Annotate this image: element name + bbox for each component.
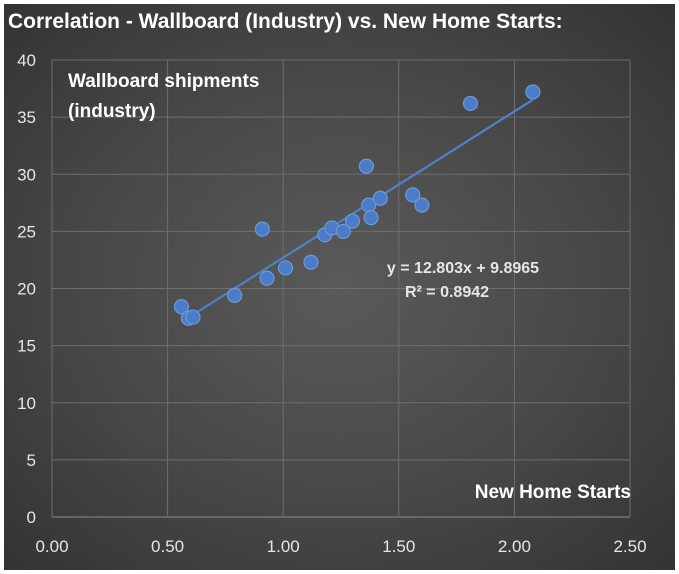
y-axis-label-line-1: Wallboard shipments bbox=[68, 71, 259, 92]
y-tick-label: 0 bbox=[27, 508, 36, 527]
data-point bbox=[254, 221, 270, 237]
y-tick-label: 10 bbox=[17, 394, 36, 413]
data-point bbox=[227, 287, 243, 303]
y-tick-label: 5 bbox=[27, 451, 36, 470]
data-point bbox=[185, 309, 201, 325]
x-tick-label: 2.50 bbox=[613, 537, 646, 556]
data-point bbox=[344, 213, 361, 229]
data-point bbox=[335, 223, 351, 239]
x-tick-label: 1.50 bbox=[382, 537, 415, 556]
trendline-group bbox=[180, 98, 534, 323]
x-axis-ticks: 0.00 0.50 1.00 1.50 2.00 2.50 bbox=[35, 537, 646, 556]
data-point bbox=[173, 299, 190, 315]
y-tick-label: 40 bbox=[17, 51, 36, 70]
trendline bbox=[180, 98, 534, 323]
data-point bbox=[259, 270, 275, 286]
data-point bbox=[363, 210, 379, 226]
data-points bbox=[173, 84, 541, 326]
data-point bbox=[358, 158, 375, 174]
y-tick-label: 35 bbox=[17, 108, 36, 127]
x-tick-label: 0.50 bbox=[151, 537, 184, 556]
x-tick-label: 0.00 bbox=[35, 537, 68, 556]
data-point bbox=[462, 95, 479, 112]
data-point bbox=[525, 84, 541, 100]
data-point bbox=[277, 260, 294, 276]
data-point bbox=[303, 254, 319, 270]
x-axis-label: New Home Starts bbox=[475, 482, 631, 503]
gridlines bbox=[51, 59, 631, 518]
x-tick-label: 2.00 bbox=[498, 537, 531, 556]
y-axis-ticks: 0 5 10 15 20 25 30 35 40 bbox=[17, 51, 36, 527]
y-tick-label: 25 bbox=[17, 222, 36, 241]
y-tick-label: 20 bbox=[17, 280, 36, 299]
data-point bbox=[405, 187, 421, 203]
x-tick-label: 1.00 bbox=[267, 537, 300, 556]
data-point bbox=[372, 190, 388, 206]
trendline-equation: y = 12.803x + 9.8965 bbox=[387, 260, 539, 277]
y-tick-label: 15 bbox=[17, 337, 36, 356]
y-axis-label-line-2: (industry) bbox=[68, 101, 156, 122]
chart-area bbox=[4, 4, 675, 570]
chart-title: Correlation - Wallboard (Industry) vs. N… bbox=[8, 10, 563, 33]
data-point bbox=[414, 197, 430, 213]
r-squared-label: R² = 0.8942 bbox=[405, 284, 489, 301]
y-tick-label: 30 bbox=[17, 165, 36, 184]
